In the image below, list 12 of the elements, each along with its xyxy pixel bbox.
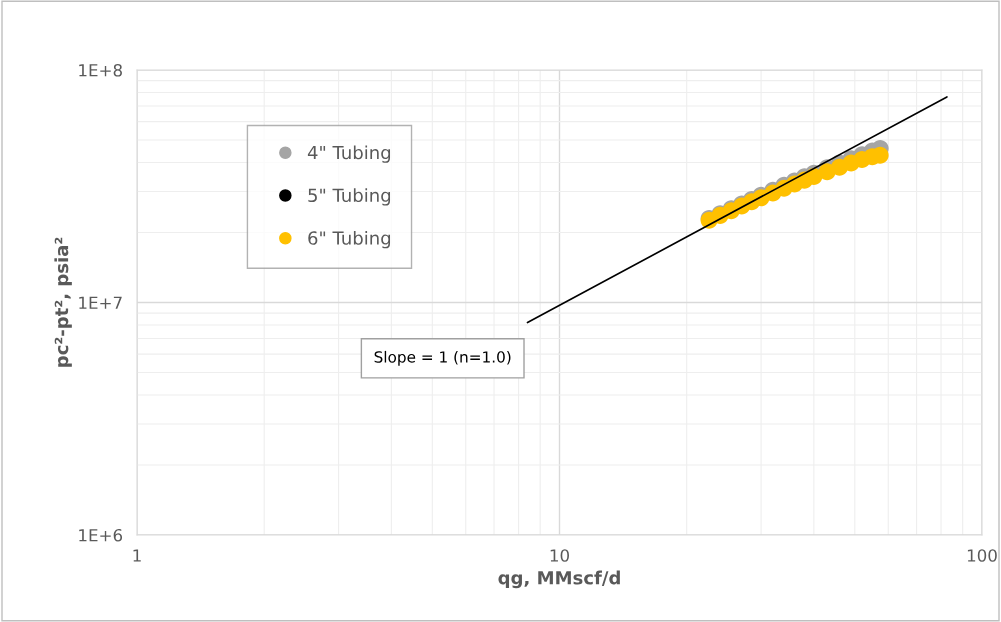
annotation: Slope = 1 (n=1.0): [374, 350, 511, 366]
legend-label: 6" Tubing: [308, 230, 391, 249]
y-tick-label: 1E+8: [79, 63, 122, 77]
x-tick-label: 10: [550, 549, 569, 562]
legend-label: 5" Tubing: [308, 188, 391, 206]
y-axis-title: pc²-pt², psia²: [54, 237, 72, 367]
x-tick-label: 1: [133, 549, 141, 562]
legend-label: 4" Tubing: [307, 145, 391, 163]
y-tick-label: 1E+7: [79, 296, 122, 309]
x-tick-label: 100: [967, 549, 997, 562]
y-tick-label: 1E+6: [79, 528, 123, 542]
x-axis-title: qg, MMscf/d: [498, 570, 620, 589]
